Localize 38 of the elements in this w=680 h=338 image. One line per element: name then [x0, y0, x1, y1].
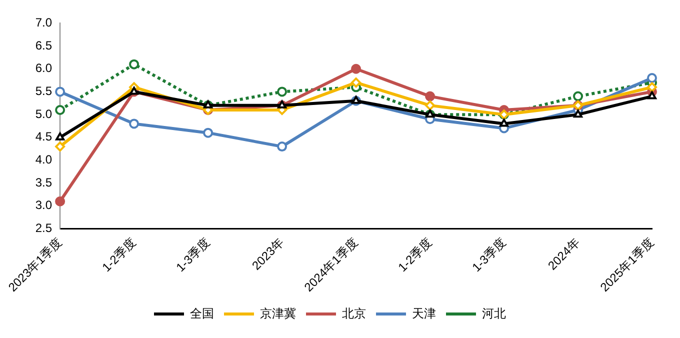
point: [573, 91, 584, 102]
point: [500, 118, 508, 127]
point: [351, 78, 362, 88]
y-tick-label: 4.5: [35, 130, 52, 144]
legend-label: 天津: [412, 306, 436, 320]
point: [55, 142, 66, 152]
legend-label: 京津冀: [260, 306, 296, 320]
point: [425, 91, 436, 102]
point: [55, 104, 66, 115]
y-tick-label: 7.0: [35, 16, 52, 30]
point: [203, 128, 214, 138]
point: [129, 59, 140, 70]
y-tick-label: 2.5: [35, 221, 52, 236]
x-tick-label: 1-3季度: [469, 235, 508, 275]
point: [55, 196, 66, 206]
y-tick-label: 3.0: [35, 198, 52, 212]
point: [277, 142, 288, 152]
x-tick-label: 1-2季度: [99, 235, 139, 275]
x-tick-label: 1-3季度: [173, 235, 212, 275]
x-tick-label: 1-2季度: [395, 235, 434, 275]
legend-label: 全国: [190, 306, 214, 320]
y-tick-label: 6.5: [35, 38, 52, 52]
y-tick-label: 4.0: [35, 152, 52, 167]
point: [647, 73, 657, 84]
point: [351, 64, 362, 74]
legend-label: 河北: [482, 306, 506, 320]
y-tick-label: 5.0: [35, 106, 52, 121]
y-tick-label: 6.0: [35, 61, 52, 76]
point: [277, 86, 288, 97]
point: [647, 82, 657, 92]
point: [55, 86, 66, 97]
point: [574, 110, 582, 118]
y-tick-label: 5.5: [35, 84, 52, 98]
legend-label: 北京: [342, 306, 366, 320]
point: [648, 91, 656, 100]
point: [425, 100, 436, 110]
y-tick-label: 3.5: [35, 175, 52, 190]
point: [129, 118, 140, 129]
